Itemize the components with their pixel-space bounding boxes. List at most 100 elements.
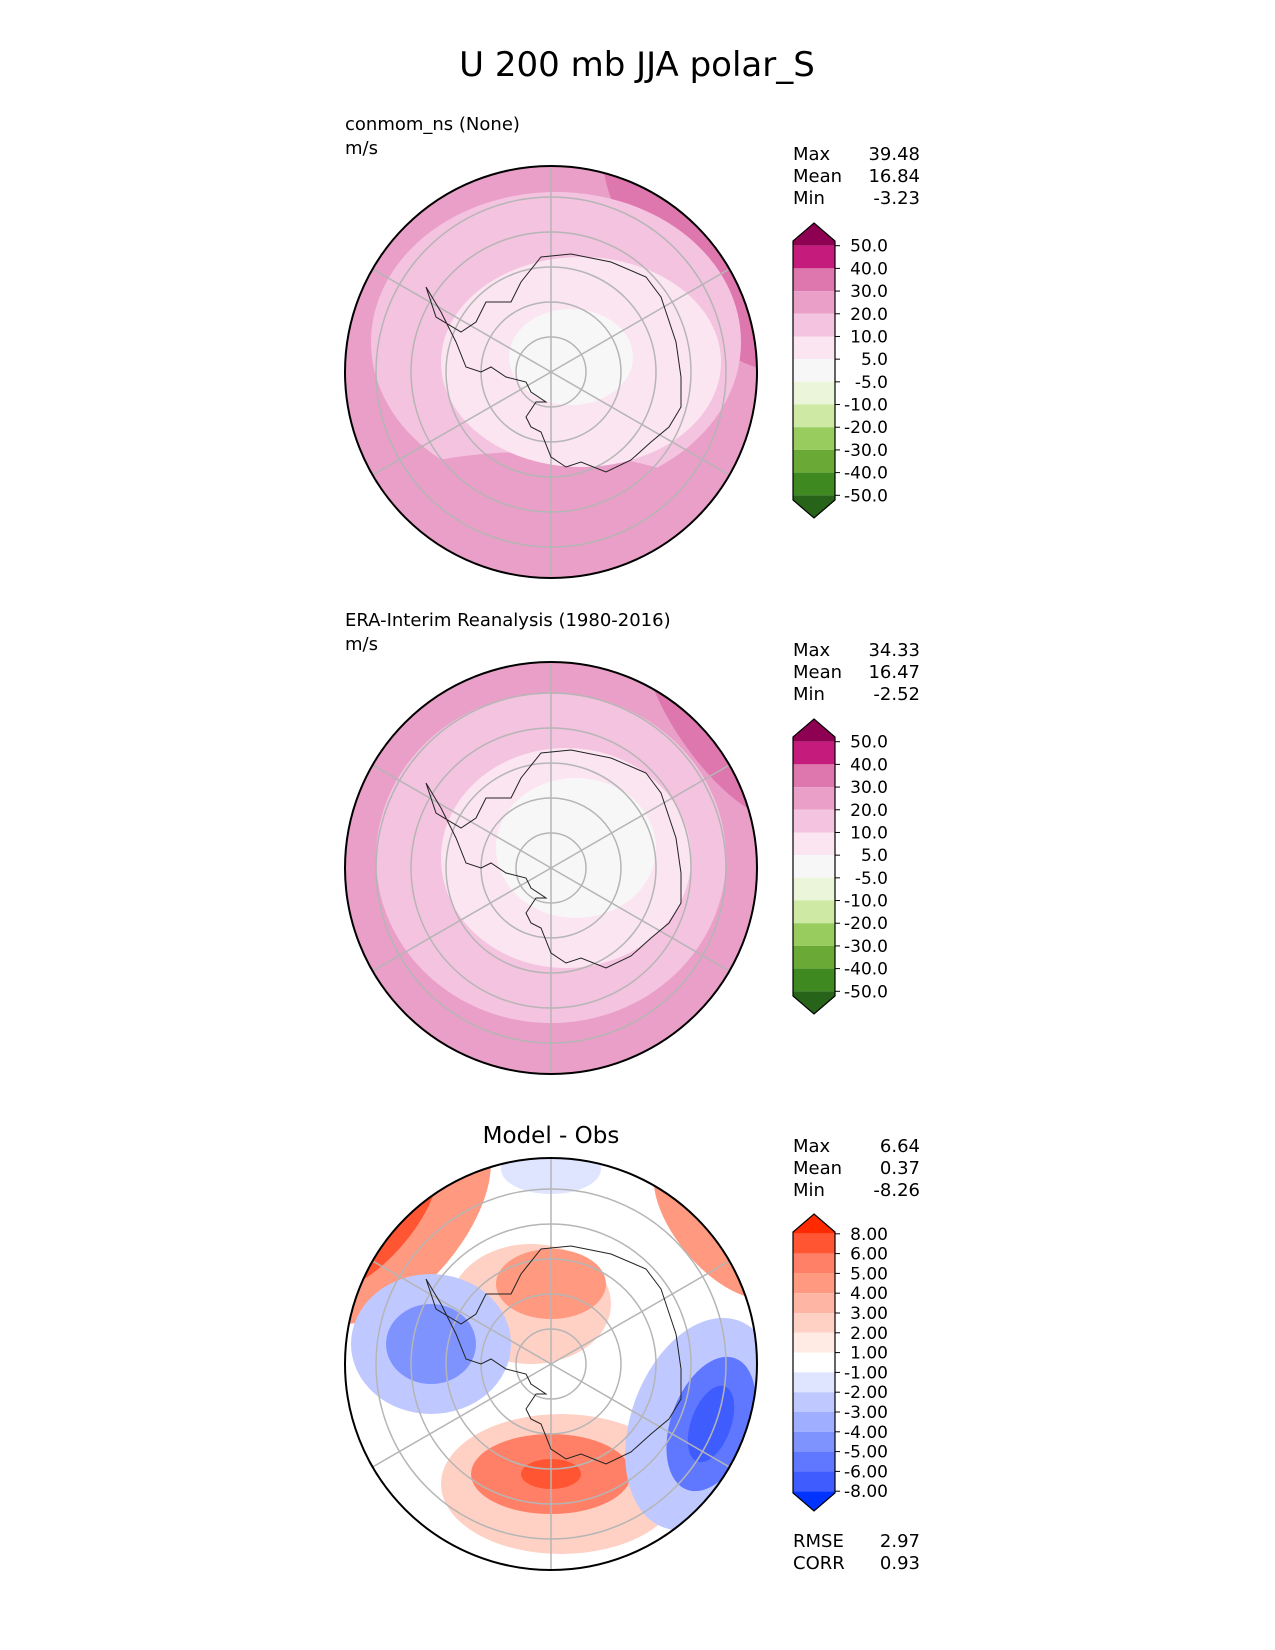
colorbar-tick-label: -8.00 xyxy=(844,1482,888,1502)
colorbar-tick-label: 5.00 xyxy=(850,1264,888,1284)
contour-region xyxy=(386,1304,476,1384)
colorbar-tick-label: -30.0 xyxy=(844,441,888,461)
meridian-line xyxy=(550,1363,730,1468)
contour-region xyxy=(345,452,731,578)
colorbar-tick-label: 30.0 xyxy=(850,282,888,302)
contour-region xyxy=(687,1385,735,1463)
colorbar-segment xyxy=(793,336,835,360)
metric-label: RMSE xyxy=(793,1531,844,1552)
map-panel-2: ERA-Interim Reanalysis (1980-2016) m/s Max… xyxy=(344,610,920,1075)
map-panel-1: conmom_ns (None) m/s Max 39.48 Mean 16.84 Min -… xyxy=(344,114,920,579)
colorbar-tick-label: -20.0 xyxy=(844,914,888,934)
colorbar-tick-label: -40.0 xyxy=(844,464,888,484)
colorbar-tick-label: 30.0 xyxy=(850,778,888,798)
graticule xyxy=(372,1158,730,1570)
meridian-line xyxy=(372,764,552,869)
colorbar-segment xyxy=(793,968,835,992)
colorbar-segment xyxy=(793,1451,835,1472)
colorbar-segment xyxy=(793,991,835,1014)
colorbar-segment xyxy=(793,1392,835,1412)
meridian-line xyxy=(372,1363,552,1468)
colorbar-tick-label: 5.0 xyxy=(861,846,888,866)
stat-label: Min xyxy=(793,1180,825,1201)
metric-label: CORR xyxy=(793,1553,845,1574)
colorbar-tick-label: -5.0 xyxy=(855,869,888,889)
colorbar-tick-label: 2.00 xyxy=(850,1324,888,1344)
colorbar-tick-label: 20.0 xyxy=(850,305,888,325)
colorbar-segment xyxy=(793,832,835,856)
coastline xyxy=(425,1245,682,1465)
stat-label: Mean xyxy=(793,662,842,683)
colorbar-segment xyxy=(793,1332,835,1353)
colorbar-segment xyxy=(793,1431,835,1452)
stat-label: Max xyxy=(793,144,831,165)
colorbar-tick-label: 10.0 xyxy=(850,327,888,347)
colorbar-segment xyxy=(793,472,835,496)
colorbar-tick-label: -50.0 xyxy=(844,982,888,1002)
colorbar-segment xyxy=(793,809,835,833)
colorbar-tick-label: -5.00 xyxy=(844,1443,888,1463)
meridian-line xyxy=(550,268,730,373)
colorbar-tick-label: 10.0 xyxy=(850,823,888,843)
meridian-line xyxy=(550,371,730,476)
panel-units: m/s xyxy=(345,138,378,159)
colorbar-tick-label: -10.0 xyxy=(844,892,888,912)
panel-title: conmom_ns (None) xyxy=(345,114,520,135)
panels: conmom_ns (None) m/s Max 39.48 Mean 16.84 Min -… xyxy=(344,114,920,1574)
colorbar-segment xyxy=(793,268,835,292)
stat-value: 39.48 xyxy=(868,144,920,165)
colorbar-segment xyxy=(793,1491,835,1511)
colorbar-segment xyxy=(793,1313,835,1333)
colorbar-tick-label: -3.00 xyxy=(844,1403,888,1423)
stat-label: Min xyxy=(793,684,825,705)
coastline xyxy=(425,253,682,473)
map-fill xyxy=(345,166,757,578)
colorbar-tick-label: 50.0 xyxy=(850,237,888,257)
meridian-line xyxy=(372,867,552,972)
meridian-line xyxy=(372,371,552,476)
map-boundary xyxy=(344,165,758,579)
stat-label: Max xyxy=(793,1136,831,1157)
metric-value: 2.97 xyxy=(880,1531,920,1552)
graticule xyxy=(372,662,730,1074)
colorbar-segment xyxy=(793,1412,835,1432)
colorbar-segment xyxy=(793,741,835,765)
map-boundary xyxy=(344,1157,758,1571)
colorbar-outline xyxy=(792,1213,836,1512)
stat-label: Mean xyxy=(793,1158,842,1179)
stat-value: -2.52 xyxy=(873,684,920,705)
colorbar-tick-label: -10.0 xyxy=(844,396,888,416)
colorbar-segment xyxy=(793,787,835,810)
metric-value: 0.93 xyxy=(880,1553,920,1574)
colorbar-tick-label: -40.0 xyxy=(844,960,888,980)
meridian-line xyxy=(372,268,552,373)
colorbar-tick-label: -4.00 xyxy=(844,1423,888,1443)
meridian-line xyxy=(372,1260,552,1365)
colorbar-segment xyxy=(793,223,835,246)
meridian-line xyxy=(550,764,730,869)
colorbar-segment xyxy=(793,313,835,337)
colorbar-tick-label: -1.00 xyxy=(844,1363,888,1383)
panel-units: m/s xyxy=(345,634,378,655)
colorbar-segment xyxy=(793,923,835,946)
colorbar-segment xyxy=(793,245,835,269)
colorbar-tick-label: 5.0 xyxy=(861,350,888,370)
colorbar-tick-label: -5.0 xyxy=(855,373,888,393)
colorbar-segment xyxy=(793,900,835,924)
contour-region xyxy=(509,309,633,405)
meridian-line xyxy=(550,1260,730,1365)
colorbar-tick-label: 50.0 xyxy=(850,733,888,753)
colorbar-segment xyxy=(793,381,835,405)
stat-label: Min xyxy=(793,188,825,209)
stat-label: Mean xyxy=(793,166,842,187)
colorbar-segment xyxy=(793,1253,835,1274)
colorbar: 8.006.005.004.003.002.001.00-1.00-2.00-3… xyxy=(792,1213,888,1512)
stat-value: -3.23 xyxy=(873,188,920,209)
colorbar-segment xyxy=(793,359,835,382)
colorbar-tick-label: -30.0 xyxy=(844,937,888,957)
stat-value: 6.64 xyxy=(880,1136,920,1157)
colorbar-tick-label: -50.0 xyxy=(844,486,888,506)
colorbar-segment xyxy=(793,1471,835,1492)
colorbar-segment xyxy=(793,495,835,518)
